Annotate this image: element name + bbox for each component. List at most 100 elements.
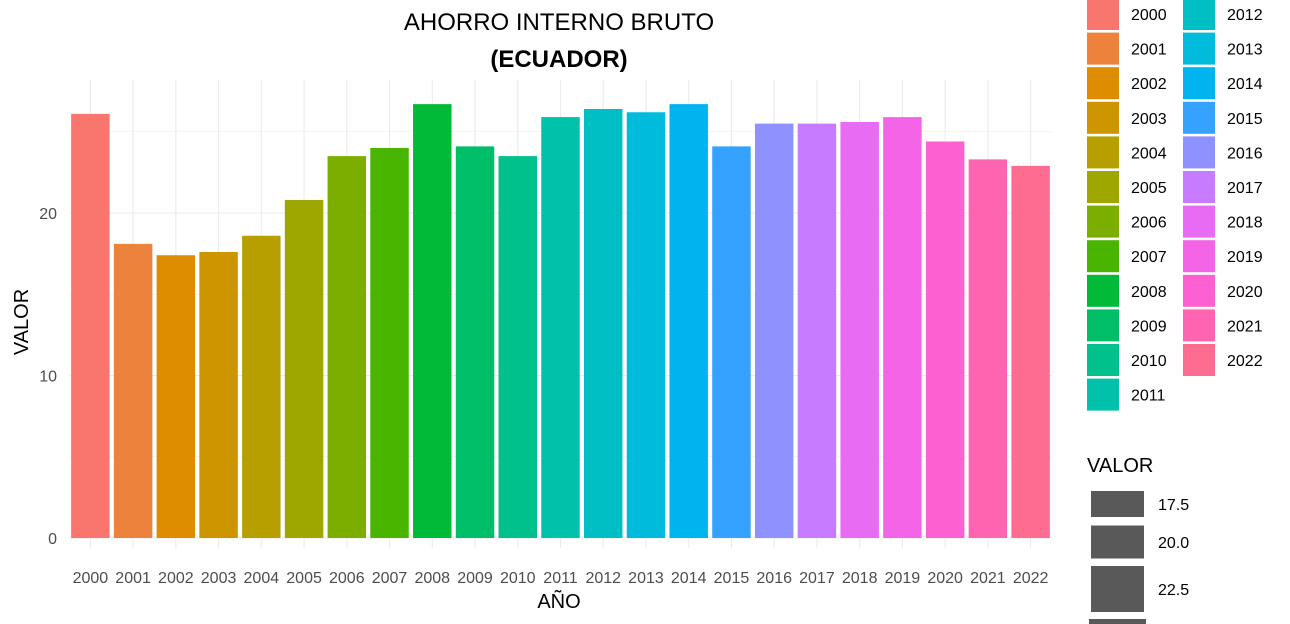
- legend-key-2005: [1087, 171, 1119, 203]
- bar-2004: [242, 235, 281, 538]
- legend-label-2022: 2022: [1227, 353, 1263, 370]
- x-tick-label: 2008: [414, 570, 450, 587]
- legend-label-2006: 2006: [1131, 215, 1167, 232]
- legend-key-2012: [1183, 0, 1215, 30]
- legend-key-2009: [1087, 309, 1119, 342]
- x-tick-label: 2013: [628, 570, 664, 587]
- x-tick-label: 2016: [756, 570, 792, 587]
- x-tick-label: 2019: [885, 570, 921, 587]
- legend-label-2004: 2004: [1131, 145, 1167, 162]
- y-axis-title: VALOR: [11, 289, 33, 355]
- bar-2009: [455, 146, 495, 538]
- bar-2021: [968, 159, 1008, 538]
- size-label-22.5: 22.5: [1158, 582, 1189, 599]
- size-key-17.5: [1091, 491, 1144, 517]
- bar-2018: [840, 122, 879, 538]
- x-tick-label: 2018: [842, 570, 878, 587]
- x-tick-label: 2009: [457, 570, 493, 587]
- legend-label-2019: 2019: [1227, 249, 1263, 266]
- legend-key-2017: [1183, 171, 1215, 203]
- bars: [71, 104, 1050, 538]
- bar-2011: [541, 117, 580, 538]
- bar-2016: [754, 123, 794, 538]
- legend-key-2007: [1087, 240, 1119, 273]
- bar-2013: [626, 112, 666, 538]
- legend-key-2020: [1183, 274, 1215, 307]
- legend-label-2009: 2009: [1131, 318, 1167, 335]
- legend-size-title: VALOR: [1087, 455, 1153, 477]
- x-tick-label: 2002: [158, 570, 194, 587]
- x-tick-label: 2017: [799, 570, 835, 587]
- legend-key-2010: [1087, 344, 1119, 376]
- size-label-20.0: 20.0: [1158, 535, 1189, 552]
- x-tick-label: 2007: [372, 570, 408, 587]
- legend-label-2005: 2005: [1131, 180, 1167, 197]
- bar-2006: [327, 156, 367, 538]
- legend-label-2014: 2014: [1227, 76, 1263, 93]
- legend-label-2000: 2000: [1131, 7, 1167, 24]
- bar-2003: [199, 252, 238, 538]
- y-tick-label: 0: [48, 531, 57, 548]
- legend-label-2001: 2001: [1131, 42, 1167, 59]
- legend-label-2020: 2020: [1227, 284, 1263, 301]
- bar-2017: [797, 123, 837, 538]
- legend-label-2002: 2002: [1131, 76, 1167, 93]
- legend-key-2016: [1183, 136, 1215, 169]
- x-tick-label: 2014: [671, 570, 707, 587]
- legend-label-2011: 2011: [1131, 388, 1166, 405]
- bar-2002: [156, 255, 196, 538]
- y-ticks: 0 10 20: [39, 206, 57, 548]
- legend-key-2015: [1183, 101, 1215, 134]
- chart-title: AHORRO INTERNO BRUTO: [404, 9, 714, 36]
- chart-subtitle: (ECUADOR): [490, 46, 627, 73]
- size-key-22.5: [1091, 566, 1144, 612]
- x-tick-label: 2000: [73, 570, 109, 587]
- bar-2007: [370, 148, 409, 538]
- x-tick-label: 2004: [244, 570, 280, 587]
- x-tick-label: 2021: [970, 570, 1006, 587]
- x-tick-label: 2012: [585, 570, 621, 587]
- legend-label-2013: 2013: [1227, 42, 1263, 59]
- x-tick-label: 2015: [714, 570, 750, 587]
- legend-label-2003: 2003: [1131, 111, 1167, 128]
- legend-key-2002: [1087, 67, 1119, 100]
- x-ticks: 2000 2001 2002 2003 2004 2005 2006 2007 2008 2009…: [73, 570, 1049, 587]
- legend-key-2006: [1087, 205, 1119, 238]
- bar-2000: [71, 113, 110, 538]
- legend-key-2021: [1183, 309, 1215, 342]
- legend-key-2000: [1087, 0, 1119, 30]
- bar-2001: [113, 243, 153, 538]
- bar-2014: [669, 104, 708, 538]
- size-key-20.0: [1091, 525, 1144, 559]
- legend-key-2004: [1087, 136, 1119, 169]
- x-axis-title: AÑO: [537, 589, 580, 613]
- legend-label-2015: 2015: [1227, 111, 1263, 128]
- bar-2012: [584, 109, 623, 538]
- legend-label-2016: 2016: [1227, 145, 1263, 162]
- legend-label-2007: 2007: [1131, 249, 1167, 266]
- bar-2020: [925, 141, 965, 538]
- legend-key-2014: [1183, 67, 1215, 100]
- legend-label-2018: 2018: [1227, 215, 1263, 232]
- x-tick-label: 2011: [543, 570, 578, 587]
- legend-key-2001: [1087, 32, 1119, 65]
- legend-key-2008: [1087, 274, 1119, 307]
- x-tick-label: 2020: [927, 570, 963, 587]
- size-key-partial: [1089, 619, 1146, 624]
- legend-label-2010: 2010: [1131, 353, 1167, 370]
- x-tick-label: 2001: [115, 570, 151, 587]
- bar-2019: [883, 117, 922, 538]
- legend-label-2021: 2021: [1227, 318, 1263, 335]
- legend-valor: VALOR 17.5 20.0 22.5: [1087, 455, 1189, 624]
- bar-2015: [712, 146, 751, 538]
- x-tick-label: 2022: [1013, 570, 1049, 587]
- legend-key-2022: [1183, 344, 1215, 376]
- legend-year: 2000 2001 2002 2003 2004 2005 2006 2007 2008 2009…: [1087, 0, 1263, 411]
- x-tick-label: 2010: [500, 570, 536, 587]
- bar-2005: [284, 200, 324, 538]
- x-tick-label: 2003: [201, 570, 237, 587]
- legend-label-2012: 2012: [1227, 7, 1263, 24]
- bar-2022: [1011, 165, 1050, 538]
- y-tick-label: 10: [39, 369, 57, 386]
